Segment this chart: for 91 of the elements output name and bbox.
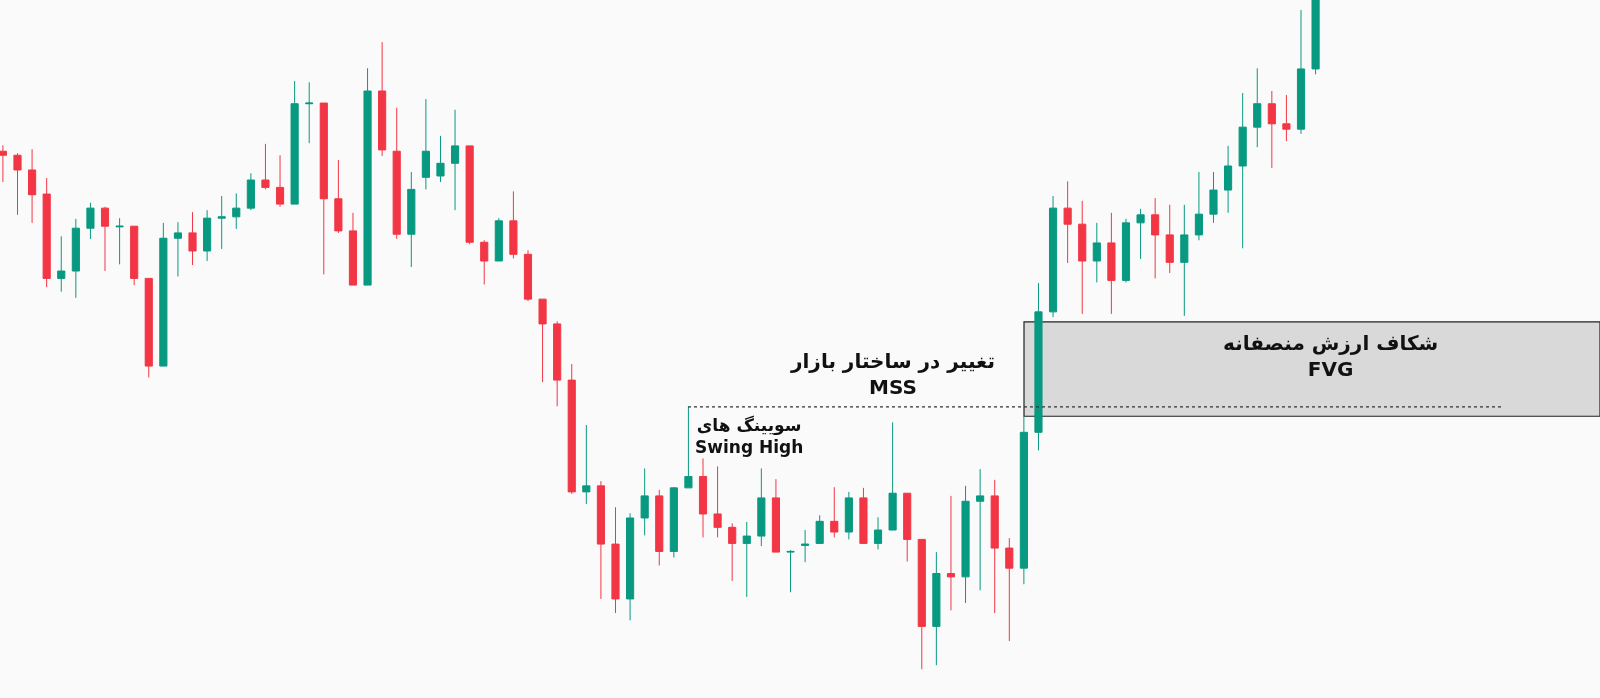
- candlestick: [611, 506, 620, 614]
- candlestick: [771, 478, 781, 553]
- candlestick: [655, 489, 664, 566]
- candlestick: [1282, 94, 1291, 142]
- candlestick: [596, 480, 605, 600]
- candlestick: [71, 218, 80, 299]
- candlestick: [1253, 67, 1262, 148]
- candlestick: [246, 172, 255, 211]
- candlestick: [698, 457, 708, 538]
- candlestick: [1194, 171, 1203, 241]
- candlestick: [1165, 204, 1174, 274]
- candlestick: [173, 221, 183, 277]
- candlestick: [1005, 537, 1014, 642]
- candlestick: [1224, 145, 1233, 214]
- candlestick: [640, 467, 649, 536]
- candlestick: [786, 549, 795, 593]
- candlestick: [159, 222, 168, 367]
- candlestick: [1151, 197, 1160, 279]
- candlestick: [348, 212, 358, 286]
- candlestick: [888, 421, 897, 531]
- candlestick: [509, 190, 518, 259]
- candlestick: [28, 148, 37, 224]
- candlestick: [450, 109, 460, 211]
- candlestick: [582, 424, 591, 505]
- candlestick: [873, 516, 883, 550]
- candlestick: [480, 239, 489, 285]
- candlestick: [319, 102, 328, 275]
- candlestick: [1048, 195, 1058, 318]
- candlestick: [188, 211, 197, 266]
- candlestick: [713, 465, 722, 538]
- candlestick: [57, 235, 66, 293]
- candlestick: [436, 135, 445, 183]
- candlestick: [538, 298, 547, 383]
- candlestick: [130, 225, 139, 286]
- candlestick: [1267, 90, 1276, 169]
- candlestick: [815, 514, 824, 544]
- candlestick: [261, 143, 270, 190]
- candlestick: [1209, 171, 1218, 224]
- candlestick: [859, 487, 868, 544]
- candlestick: [553, 320, 562, 407]
- candlestick: [801, 529, 810, 563]
- candlestick: [1238, 92, 1247, 249]
- candlestick: [13, 152, 22, 216]
- candlestick: [217, 195, 226, 250]
- candlestick: [626, 512, 635, 621]
- candlestick: [1296, 9, 1306, 135]
- candlestick: [334, 159, 343, 234]
- candlestick: [392, 107, 401, 240]
- candlestick: [946, 495, 956, 611]
- candlestick: [421, 98, 430, 190]
- candlestick: [232, 192, 241, 230]
- candlestick: [42, 177, 51, 288]
- candlestick: [115, 217, 124, 265]
- candlestick: [203, 209, 212, 262]
- candlestick: [684, 406, 693, 489]
- candlestick: [990, 479, 999, 614]
- candlestick: [275, 154, 285, 208]
- candlestick: [844, 491, 853, 540]
- candlestick: [976, 468, 985, 591]
- candlestick: [523, 249, 533, 302]
- candlestick: [378, 41, 387, 157]
- candlestick: [363, 67, 372, 286]
- candlestick: [1136, 208, 1145, 260]
- candlestick: [305, 81, 314, 144]
- candlestick: [742, 521, 751, 598]
- candlestick: [1311, 0, 1320, 75]
- candlestick: [1107, 212, 1116, 315]
- candlestick: [1034, 282, 1043, 451]
- candlestick: [86, 202, 95, 240]
- candlestick: [903, 492, 912, 562]
- candlestick: [290, 80, 299, 205]
- candlestick: [407, 171, 416, 268]
- candlestick: [932, 551, 941, 666]
- candlestick: [961, 485, 970, 604]
- candlestick: [1121, 218, 1131, 283]
- candlestick: [567, 363, 576, 495]
- candlestick: [669, 486, 678, 558]
- candlestick: [494, 217, 503, 262]
- candlestick: [465, 145, 474, 245]
- candlestick: [1063, 180, 1072, 264]
- candlestick: [1078, 200, 1087, 315]
- candlestick: [1180, 204, 1189, 317]
- candlestick: [728, 522, 737, 582]
- candlestick: [1019, 415, 1028, 585]
- candlestick: [757, 467, 766, 547]
- candlestick: [100, 206, 110, 272]
- candlestick: [1092, 222, 1101, 283]
- candlestick: [0, 144, 7, 183]
- candlestick: [830, 486, 839, 538]
- candlestick: [144, 277, 153, 378]
- candlestick: [917, 538, 926, 670]
